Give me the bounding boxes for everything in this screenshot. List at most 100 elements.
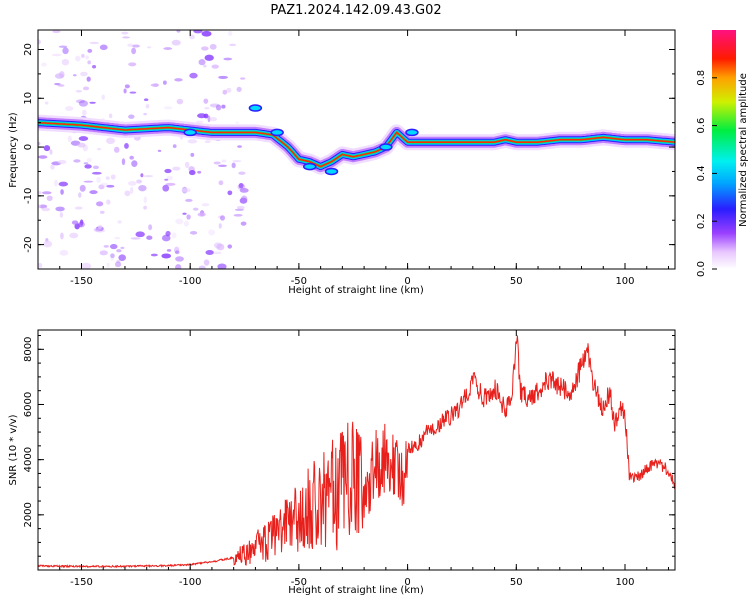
spectrogram-noise-blob <box>204 54 214 61</box>
spectrogram-noise-blob <box>175 218 184 225</box>
spectrogram-noise-blob <box>89 41 100 45</box>
spectrogram-frame <box>37 29 676 270</box>
spectrogram-y-tick-label: 10 <box>23 92 34 105</box>
spectrogram-noise-blob <box>218 75 228 80</box>
snr-y-axis-label: SNR (10 * v/v) <box>8 414 19 485</box>
spectrogram-noise-blob <box>227 244 233 249</box>
spectrogram-noise-blob <box>143 196 148 204</box>
spectrogram-x-tick-label: -50 <box>291 276 307 287</box>
spectrogram-hotspot <box>248 104 263 112</box>
spectrogram-noise-blob <box>175 264 182 269</box>
spectrogram-noise-blob <box>43 240 53 248</box>
spectrogram-noise-blob <box>38 204 41 209</box>
spectrogram-noise-blob <box>50 164 55 170</box>
spectrogram-noise-blob <box>166 249 172 252</box>
spectrogram-noise-blob <box>198 59 206 66</box>
spectrogram-noise-blob <box>77 142 86 148</box>
spectrogram-noise-blob <box>203 64 207 68</box>
colorbar-tick-label: 0.2 <box>696 213 707 229</box>
spectrogram-noise-blob <box>122 36 131 39</box>
spectrogram-noise-blob <box>183 220 190 227</box>
spectrogram-y-tick-label: -20 <box>23 236 34 252</box>
colorbar-tick-label: 0.0 <box>696 261 707 277</box>
spectrogram-noise-blob <box>157 149 162 152</box>
spectrogram-noise-blob <box>165 230 171 237</box>
spectrogram-noise-blob <box>164 168 172 174</box>
spectrogram-x-tick-label: -150 <box>70 276 93 287</box>
snr-x-axis-label: Height of straight line (km) <box>288 585 424 596</box>
spectrogram-noise-blob <box>184 161 190 169</box>
spectrogram-noise-blob <box>123 88 127 94</box>
spectrogram-noise-blob <box>186 214 191 220</box>
snr-frame <box>37 329 676 571</box>
spectrogram-noise-blob <box>38 141 41 146</box>
spectrogram-noise-blob <box>239 197 248 204</box>
spectrogram-noise-blob <box>82 86 90 91</box>
spectrogram-noise-blob <box>218 180 224 186</box>
spectrogram-hotspot <box>405 128 419 137</box>
spectrogram-noise-blob <box>108 113 113 119</box>
spectrogram-noise-blob <box>181 188 191 193</box>
spectrogram-noise-blob <box>89 190 98 195</box>
spectrogram-noise-blob <box>116 249 122 253</box>
spectrogram-y-tick-label: 0 <box>23 144 34 150</box>
spectrogram-noise-blob <box>172 166 181 171</box>
snr-y-tick-label: 8000 <box>23 337 34 362</box>
spectrogram-noise-blob <box>198 265 206 269</box>
spectrogram-noise-blob <box>101 94 105 100</box>
spectrogram-noise-blob <box>162 184 170 192</box>
spectrogram-noise-blob <box>238 171 246 175</box>
figure-title: PAZ1.2024.142.09.43.G02 <box>270 3 441 18</box>
spectrogram-noise-blob <box>121 31 129 35</box>
spectrogram-y-axis-label: Frequency (Hz) <box>8 112 19 188</box>
spectrogram-noise-blob <box>174 78 183 82</box>
spectrogram-noise-blob <box>161 234 171 242</box>
spectrogram-noise-blob <box>71 220 79 225</box>
spectrogram-noise-blob <box>127 43 134 47</box>
spectrogram-noise-blob <box>236 86 242 92</box>
spectrogram-noise-blob <box>173 246 180 254</box>
spectrogram-noise-blob <box>131 160 138 168</box>
spectrogram-noise-blob <box>38 155 48 159</box>
spectrogram-noise-blob <box>203 113 209 119</box>
spectrogram-noise-blob <box>140 173 144 178</box>
spectrogram-noise-blob <box>73 159 81 163</box>
colorbar-tick-label: 0.8 <box>696 70 707 86</box>
spectrogram-noise-blob <box>218 223 222 229</box>
spectrogram-noise-blob <box>176 98 184 105</box>
spectrogram-noise-blob <box>187 139 198 144</box>
spectrogram-noise-blob <box>92 165 99 170</box>
spectrogram-noise-blob <box>58 45 68 48</box>
spectrogram-noise-blob <box>38 204 48 209</box>
spectrogram-noise-blob <box>189 72 198 79</box>
spectrogram-noise-blob <box>69 232 79 239</box>
spectrogram-noise-blob <box>109 243 118 250</box>
spectrogram-noise-blob <box>82 109 87 116</box>
snr-x-tick-label: 0 <box>404 577 410 588</box>
spectrogram-noise-blob <box>213 161 221 165</box>
spectrogram-noise-blob <box>51 53 62 57</box>
spectrogram-noise-blob <box>60 189 64 195</box>
spectrogram-noise-blob <box>99 210 105 214</box>
spectrogram-noise-blob <box>41 207 51 212</box>
spectrogram-noise-blob <box>96 176 101 183</box>
snr-series-line <box>38 335 675 569</box>
spectrogram-noise-blob <box>49 149 53 155</box>
spectrogram-noise-blob <box>143 112 147 116</box>
spectrogram-noise-blob <box>118 254 126 261</box>
spectrogram-noise-blob <box>188 169 196 176</box>
spectrogram-noise-blob <box>135 231 145 238</box>
spectrogram-noise-blob <box>171 39 181 46</box>
spectrogram-noise-blob <box>174 250 180 255</box>
spectrogram-noise-blob <box>163 106 173 110</box>
spectrogram-noise-blob <box>93 228 101 232</box>
spectrogram-noise-blob <box>106 262 110 268</box>
spectrogram-noise-blob <box>138 184 147 192</box>
colorbar-label: Normalized spectral amplitude <box>738 73 749 227</box>
spectrogram-noise-blob <box>193 30 203 34</box>
spectrogram-noise-blob <box>81 262 92 269</box>
spectrogram-noise-blob <box>204 140 211 143</box>
spectrogram-noise-blob <box>204 107 210 110</box>
spectrogram-noise-blob <box>203 98 209 104</box>
spectrogram-noise-blob <box>220 215 226 221</box>
